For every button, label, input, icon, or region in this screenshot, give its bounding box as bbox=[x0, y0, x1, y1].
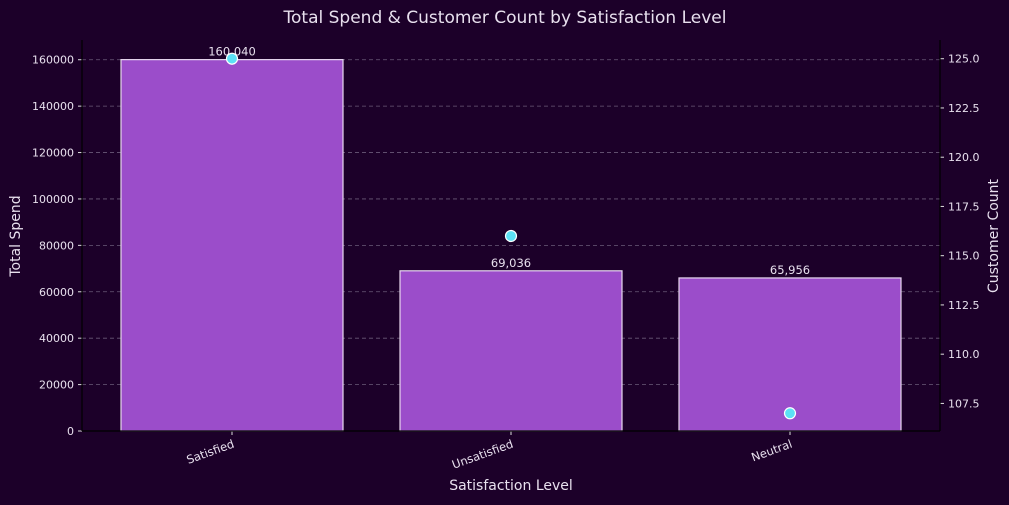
bar-data-label: 69,036 bbox=[491, 256, 531, 270]
y-tick-label: 120000 bbox=[32, 147, 74, 160]
y2-tick-label: 125.0 bbox=[948, 53, 980, 66]
y-tick-label: 160000 bbox=[32, 54, 74, 67]
bar-unsatisfied bbox=[399, 270, 623, 432]
x-tick-label: Neutral bbox=[749, 437, 794, 465]
x-axis-label: Satisfaction Level bbox=[449, 478, 573, 494]
bar-satisfied bbox=[120, 59, 344, 432]
x-tick-label: Satisfied bbox=[185, 437, 236, 467]
y2-tick-label: 115.0 bbox=[948, 250, 980, 263]
chart-title: Total Spend & Customer Count by Satisfac… bbox=[283, 8, 727, 28]
y-tick-label: 40000 bbox=[39, 332, 74, 345]
y-tick-label: 20000 bbox=[39, 379, 74, 392]
y2-tick-label: 112.5 bbox=[948, 299, 980, 312]
x-tick-label: Unsatisfied bbox=[450, 437, 515, 472]
y-tick-label: 140000 bbox=[32, 100, 74, 113]
y2-tick-label: 120.0 bbox=[948, 151, 980, 164]
bar-neutral bbox=[678, 277, 902, 432]
y-tick-label: 100000 bbox=[32, 193, 74, 206]
y-tick-label: 0 bbox=[67, 425, 74, 438]
y-tick-label: 60000 bbox=[39, 286, 74, 299]
bar-data-label: 65,956 bbox=[770, 263, 810, 277]
y2-tick-label: 107.5 bbox=[948, 397, 980, 410]
y2-tick-label: 110.0 bbox=[948, 348, 980, 361]
y-axis-label: Total Spend bbox=[8, 195, 24, 277]
y2-axis-label: Customer Count bbox=[986, 178, 1002, 293]
y2-tick-label: 122.5 bbox=[948, 102, 980, 115]
y-tick-label: 80000 bbox=[39, 239, 74, 252]
bar-data-label: 160,040 bbox=[208, 45, 256, 59]
y2-tick-label: 117.5 bbox=[948, 200, 980, 213]
point-unsatisfied bbox=[504, 229, 518, 243]
point-neutral bbox=[783, 407, 797, 420]
point-satisfied bbox=[225, 52, 239, 65]
